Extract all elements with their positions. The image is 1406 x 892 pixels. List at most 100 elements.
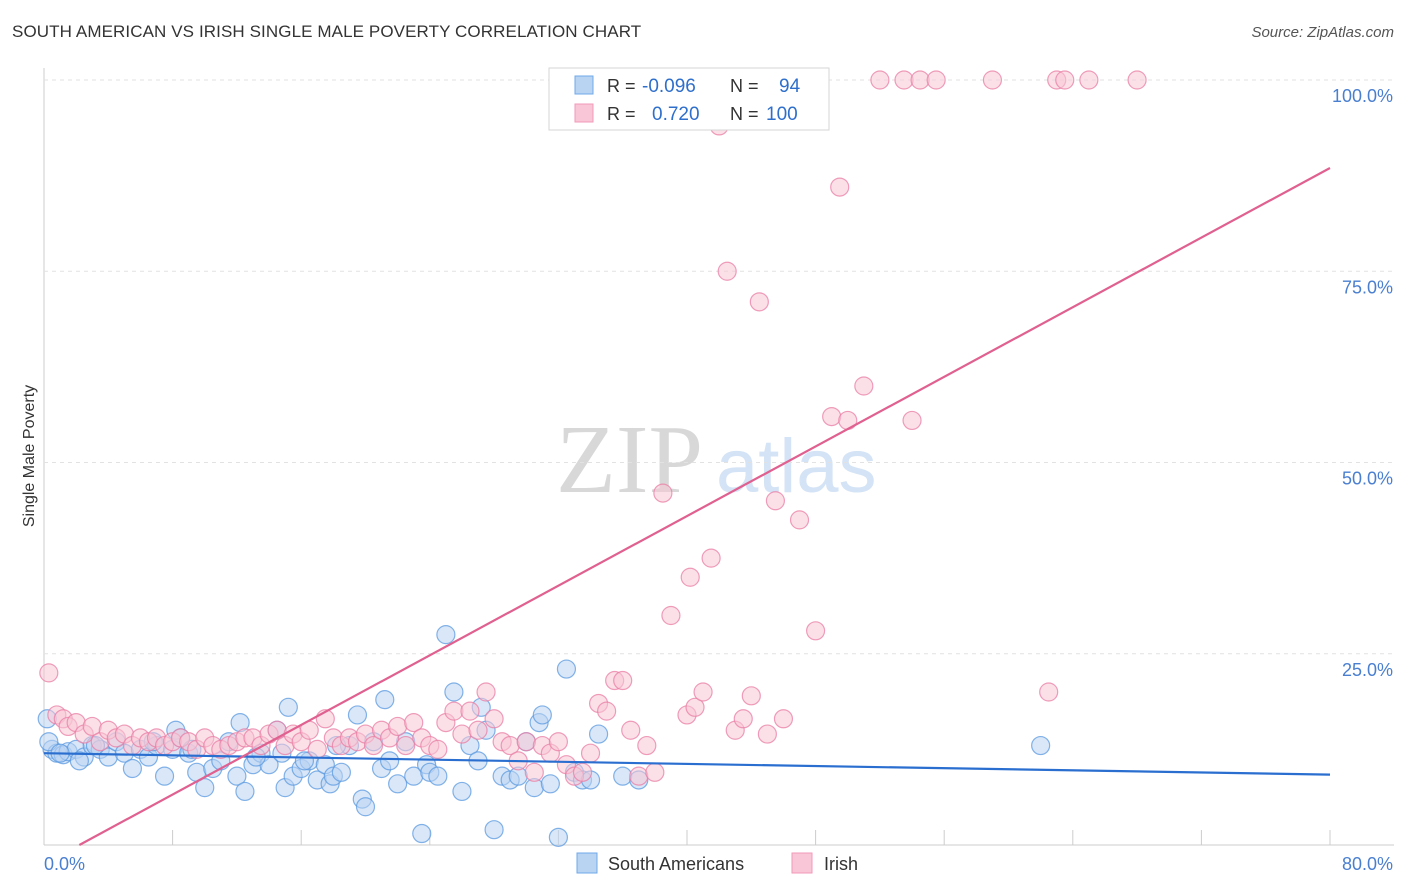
point-south-americans[interactable] [39,732,59,752]
point-irish[interactable] [404,712,424,733]
stats-r-label-1: R = [607,76,636,96]
point-irish[interactable] [597,701,617,721]
point-irish[interactable] [902,410,922,431]
point-south-americans[interactable] [388,774,408,794]
point-south-americans[interactable] [412,823,432,844]
point-irish[interactable] [580,743,601,763]
point-south-americans[interactable] [484,820,504,840]
stats-n-value-1: 94 [779,76,801,97]
stats-r-value-1: -0.096 [642,76,696,97]
trendline-south-americans [43,752,1331,776]
point-south-americans[interactable] [355,797,376,817]
point-irish[interactable] [733,709,753,729]
point-irish[interactable] [548,732,569,752]
point-south-americans[interactable] [331,762,351,782]
stats-r-value-2: 0.720 [652,104,700,125]
point-irish[interactable] [476,682,496,702]
point-irish[interactable] [428,739,448,759]
point-irish[interactable] [749,292,769,312]
stats-n-value-2: 100 [766,104,798,125]
point-south-americans[interactable] [380,751,400,771]
point-irish[interactable] [685,697,705,717]
point-irish[interactable] [926,70,946,90]
point-south-americans[interactable] [195,778,215,798]
point-south-americans[interactable] [1031,735,1051,756]
point-irish[interactable] [822,407,842,427]
point-irish[interactable] [653,483,673,503]
trendline-irish [78,167,1331,846]
stats-n-label-2: N = [730,104,759,124]
series-legend: South Americans Irish [576,852,858,874]
point-south-americans[interactable] [548,827,569,847]
point-irish[interactable] [516,732,536,752]
point-south-americans[interactable] [294,751,315,771]
stats-n-label-1: N = [730,76,759,96]
point-irish[interactable] [910,70,930,90]
point-irish[interactable] [773,709,794,729]
point-irish[interactable] [717,261,737,281]
point-south-americans[interactable] [452,781,472,802]
point-south-americans[interactable] [122,758,143,779]
point-irish[interactable] [363,735,384,756]
point-irish[interactable] [444,701,464,721]
point-irish[interactable] [693,682,713,702]
point-irish[interactable] [460,701,480,721]
chart-title: SOUTH AMERICAN VS IRISH SINGLE MALE POVE… [12,22,642,41]
point-south-americans[interactable] [613,766,633,786]
point-irish[interactable] [307,739,327,759]
point-south-americans[interactable] [278,697,298,717]
point-irish[interactable] [661,605,681,626]
watermark-atlas: atlas [716,424,877,509]
point-irish[interactable] [396,735,416,756]
point-irish[interactable] [701,548,721,568]
legend-swatch-south-americans[interactable] [576,852,598,874]
point-irish[interactable] [741,686,761,706]
point-irish[interactable] [613,670,633,691]
point-irish[interactable] [484,709,504,729]
point-irish[interactable] [854,376,874,396]
point-south-americans[interactable] [556,659,577,679]
point-south-americans[interactable] [235,781,255,802]
point-irish[interactable] [1039,682,1059,702]
point-south-americans[interactable] [588,724,609,744]
point-south-americans[interactable] [428,766,448,786]
point-south-americans[interactable] [154,766,175,786]
point-irish[interactable] [757,724,777,744]
point-irish[interactable] [524,762,544,782]
y-axis-title: Single Male Poverty [21,385,38,527]
point-irish[interactable] [621,720,641,740]
point-irish[interactable] [830,177,850,197]
point-irish[interactable] [870,70,890,90]
point-irish[interactable] [39,663,59,683]
point-south-americans[interactable] [347,705,368,725]
point-irish[interactable] [765,491,786,511]
point-irish[interactable] [1127,70,1147,90]
point-irish[interactable] [645,762,665,782]
point-irish[interactable] [680,567,700,587]
x-tick-label-min: 0.0% [44,854,85,874]
point-south-americans[interactable] [444,682,464,702]
point-irish[interactable] [1079,70,1099,90]
point-south-americans[interactable] [532,705,552,725]
point-south-americans[interactable] [540,774,560,794]
legend-swatch-irish[interactable] [791,852,813,874]
point-irish[interactable] [388,716,408,737]
point-irish[interactable] [789,510,810,530]
point-irish[interactable] [1055,70,1075,90]
point-irish[interactable] [982,70,1003,90]
point-irish[interactable] [894,70,914,90]
point-south-americans[interactable] [375,690,395,710]
point-south-americans[interactable] [436,625,456,645]
legend-label-irish[interactable]: Irish [824,854,858,874]
point-irish[interactable] [637,735,657,756]
point-irish[interactable] [805,621,826,641]
point-irish[interactable] [629,766,649,786]
point-south-americans[interactable] [227,766,247,786]
point-irish[interactable] [452,724,472,744]
stats-swatch-south-americans [574,75,594,95]
point-irish[interactable] [468,720,488,740]
point-irish[interactable] [572,762,593,782]
legend-label-south-americans[interactable]: South Americans [608,854,744,874]
point-south-americans[interactable] [69,751,89,771]
